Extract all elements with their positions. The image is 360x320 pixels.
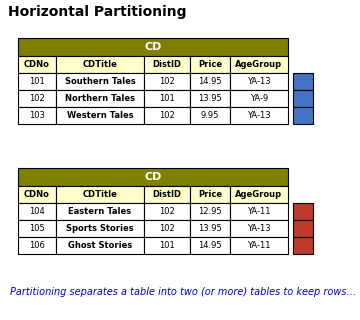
Bar [56,237,144,254]
Text: 101: 101 [29,77,45,86]
Text: 102: 102 [159,111,175,120]
Text: 12.95: 12.95 [198,207,222,216]
Text: 9.95: 9.95 [201,111,219,120]
Text: 13.95: 13.95 [198,94,222,103]
Bar [190,90,230,107]
Text: 101: 101 [159,94,175,103]
Bar [230,186,288,203]
Bar [144,220,190,237]
Bar [18,107,56,124]
Bar [144,107,190,124]
Text: AgeGroup: AgeGroup [235,60,283,69]
Text: YA-13: YA-13 [247,224,271,233]
Text: 14.95: 14.95 [198,241,222,250]
Bar [190,203,230,220]
Bar [293,220,313,237]
Bar [56,56,144,73]
Bar [18,38,288,56]
Bar [190,73,230,90]
Bar [293,107,313,124]
Bar [18,168,288,186]
Bar [230,237,288,254]
Text: 13.95: 13.95 [198,224,222,233]
Text: YA-9: YA-9 [250,94,268,103]
Text: 104: 104 [29,207,45,216]
Text: CDTitle: CDTitle [82,190,117,199]
Bar [190,186,230,203]
Bar [144,237,190,254]
Text: AgeGroup: AgeGroup [235,190,283,199]
Text: YA-11: YA-11 [247,241,271,250]
Text: YA-13: YA-13 [247,77,271,86]
Bar [18,56,56,73]
Bar [56,107,144,124]
Bar [230,56,288,73]
Bar [144,56,190,73]
Bar [190,220,230,237]
Bar [230,107,288,124]
Text: 102: 102 [29,94,45,103]
Bar [230,73,288,90]
Text: 102: 102 [159,224,175,233]
Bar [144,90,190,107]
Bar [230,203,288,220]
Bar [144,186,190,203]
Text: 103: 103 [29,111,45,120]
Text: Northern Tales: Northern Tales [65,94,135,103]
Bar [293,73,313,90]
Bar [190,237,230,254]
Text: 102: 102 [159,207,175,216]
Bar [18,220,56,237]
Bar [293,90,313,107]
Bar [18,237,56,254]
Text: CD: CD [144,42,162,52]
Text: Horizontal Partitioning: Horizontal Partitioning [8,5,186,19]
Bar [18,90,56,107]
Text: 105: 105 [29,224,45,233]
Bar [56,186,144,203]
Bar [18,203,56,220]
Text: CDNo: CDNo [24,190,50,199]
Text: YA-13: YA-13 [247,111,271,120]
Bar [144,203,190,220]
Text: DistID: DistID [153,60,181,69]
Bar [190,107,230,124]
Bar [293,237,313,254]
Text: Price: Price [198,190,222,199]
Text: Partitioning separates a table into two (or more) tables to keep rows…: Partitioning separates a table into two … [10,287,356,297]
Text: YA-11: YA-11 [247,207,271,216]
Bar [144,73,190,90]
Bar [56,220,144,237]
Text: Western Tales: Western Tales [67,111,133,120]
Bar [18,73,56,90]
Bar [190,56,230,73]
Bar [56,203,144,220]
Bar [230,90,288,107]
Text: 101: 101 [159,241,175,250]
Text: Sports Stories: Sports Stories [66,224,134,233]
Text: 106: 106 [29,241,45,250]
Bar [18,186,56,203]
Text: CD: CD [144,172,162,182]
Text: 14.95: 14.95 [198,77,222,86]
Text: Southern Tales: Southern Tales [65,77,135,86]
Text: CDTitle: CDTitle [82,60,117,69]
Bar [230,220,288,237]
Bar [56,90,144,107]
Text: Ghost Stories: Ghost Stories [68,241,132,250]
Text: Eastern Tales: Eastern Tales [68,207,131,216]
Text: DistID: DistID [153,190,181,199]
Bar [56,73,144,90]
Bar [293,203,313,220]
Text: Price: Price [198,60,222,69]
Text: CDNo: CDNo [24,60,50,69]
Text: 102: 102 [159,77,175,86]
